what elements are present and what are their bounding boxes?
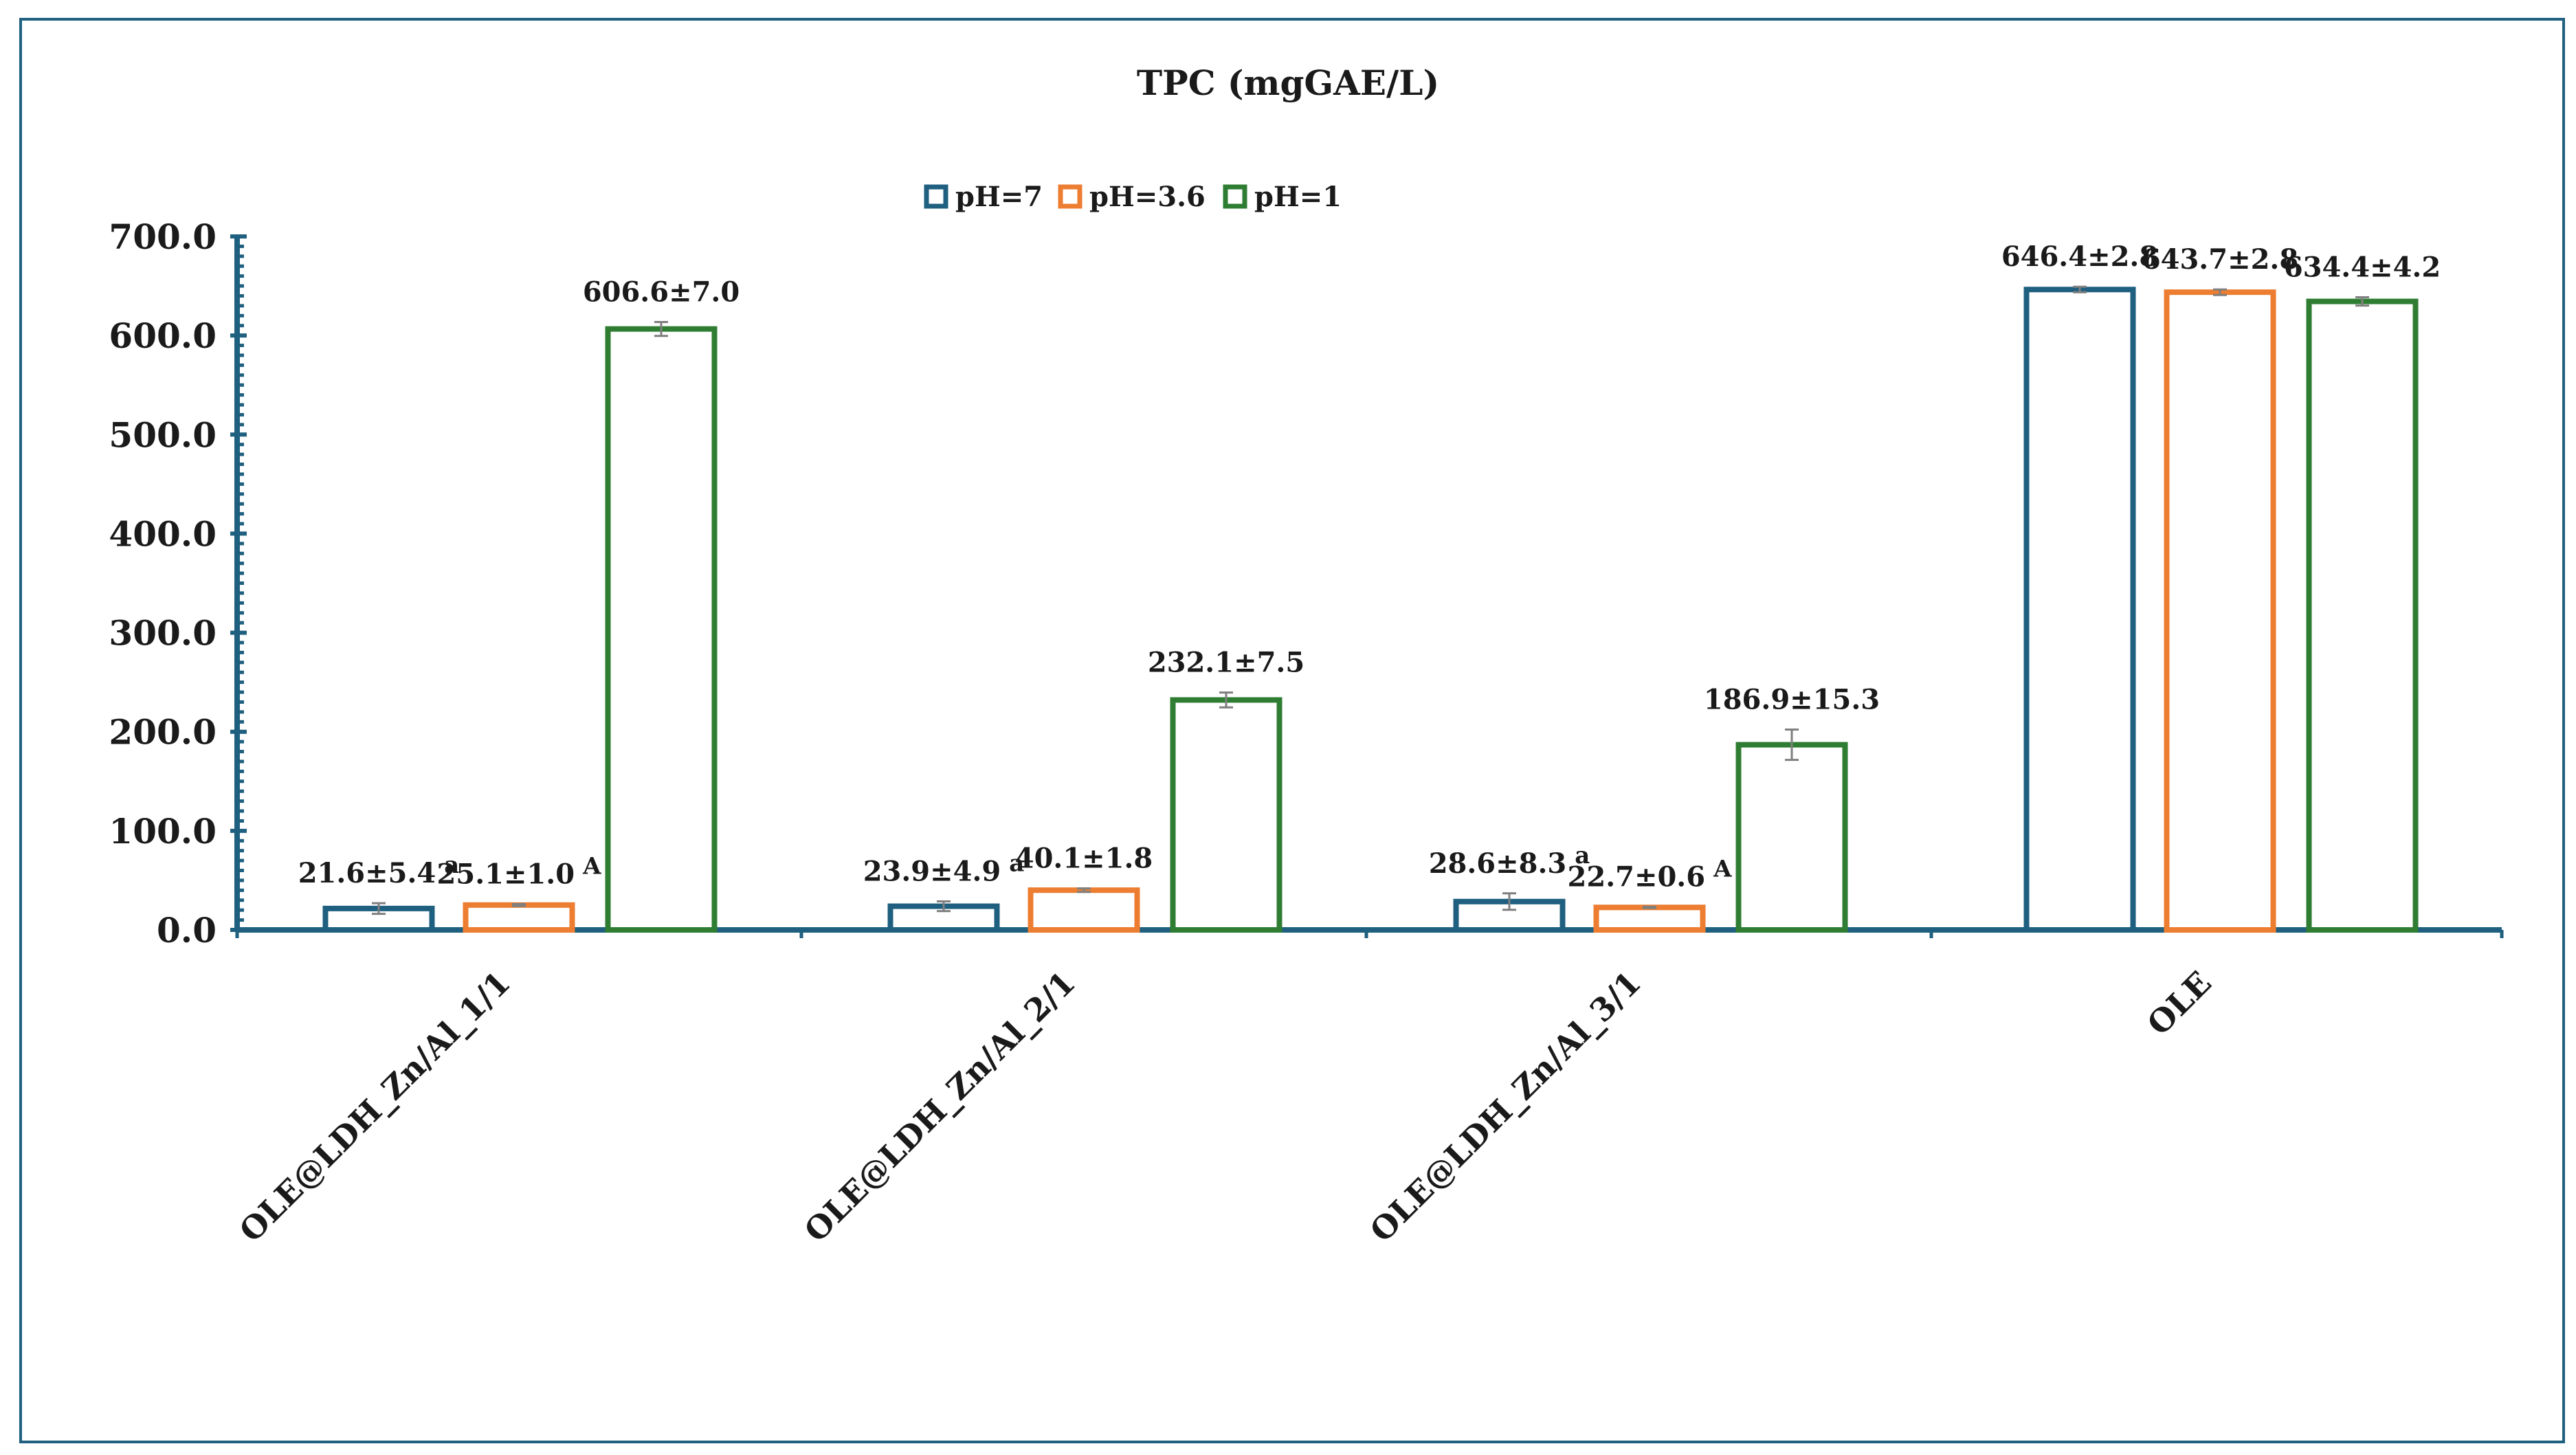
plot-area: 21.6±5.4 a 23.9±4.9 a 28.6±8.3 a 646.4±2.8 25.1… bbox=[298, 241, 2441, 933]
legend-swatch bbox=[1223, 184, 1247, 209]
y-tick-label: 100.0 bbox=[109, 811, 216, 852]
y-tick-label: 300.0 bbox=[109, 613, 216, 654]
data-label: 646.4±2.8 bbox=[2001, 241, 2158, 273]
y-tick-label: 700.0 bbox=[109, 216, 216, 257]
y-tick-label: 0.0 bbox=[157, 910, 216, 951]
significance-letter: A bbox=[1713, 855, 1732, 882]
data-label: 21.6±5.4 a bbox=[298, 852, 460, 889]
bar bbox=[1028, 887, 1140, 933]
chart-frame bbox=[19, 18, 2565, 1443]
significance-letter: A bbox=[582, 852, 601, 880]
legend: pH=7 pH=3.6 pH=1 bbox=[924, 181, 1342, 213]
data-label: 40.1±1.8 bbox=[1015, 843, 1153, 875]
legend-label: pH=7 bbox=[955, 181, 1043, 213]
data-label: 186.9±15.3 bbox=[1704, 684, 1880, 716]
significance-letter: a bbox=[1575, 842, 1590, 869]
legend-swatch bbox=[924, 184, 948, 209]
bar bbox=[322, 905, 435, 933]
y-tick-label: 500.0 bbox=[109, 414, 216, 455]
bar bbox=[605, 326, 718, 933]
significance-letter: a bbox=[444, 852, 459, 879]
bar bbox=[2023, 287, 2136, 933]
bar bbox=[1170, 697, 1283, 933]
data-label: 28.6±8.3 a bbox=[1429, 842, 1590, 880]
data-label: 606.6±7.0 bbox=[583, 276, 740, 309]
bar bbox=[2306, 298, 2419, 933]
y-tick-label: 600.0 bbox=[109, 315, 216, 356]
bar bbox=[463, 902, 575, 933]
bar bbox=[1735, 742, 1848, 933]
bar bbox=[1593, 904, 1706, 933]
legend-label: pH=3.6 bbox=[1089, 181, 1206, 213]
legend-swatch bbox=[1058, 184, 1082, 209]
data-label: 22.7±0.6 A bbox=[1568, 855, 1733, 893]
data-label: 634.4±4.2 bbox=[2284, 252, 2441, 284]
data-label: 232.1±7.5 bbox=[1148, 647, 1304, 679]
bar bbox=[2164, 289, 2276, 933]
y-tick-label: 200.0 bbox=[109, 712, 216, 753]
significance-letter: a bbox=[1009, 849, 1024, 877]
legend-label: pH=1 bbox=[1254, 181, 1342, 213]
data-label: 643.7±2.8 bbox=[2142, 243, 2298, 276]
data-label: 25.1±1.0 A bbox=[437, 852, 602, 890]
y-tick-label: 400.0 bbox=[109, 513, 216, 554]
data-label: 23.9±4.9 a bbox=[863, 849, 1025, 887]
chart-title: TPC (mgGAE/L) bbox=[1137, 63, 1439, 103]
